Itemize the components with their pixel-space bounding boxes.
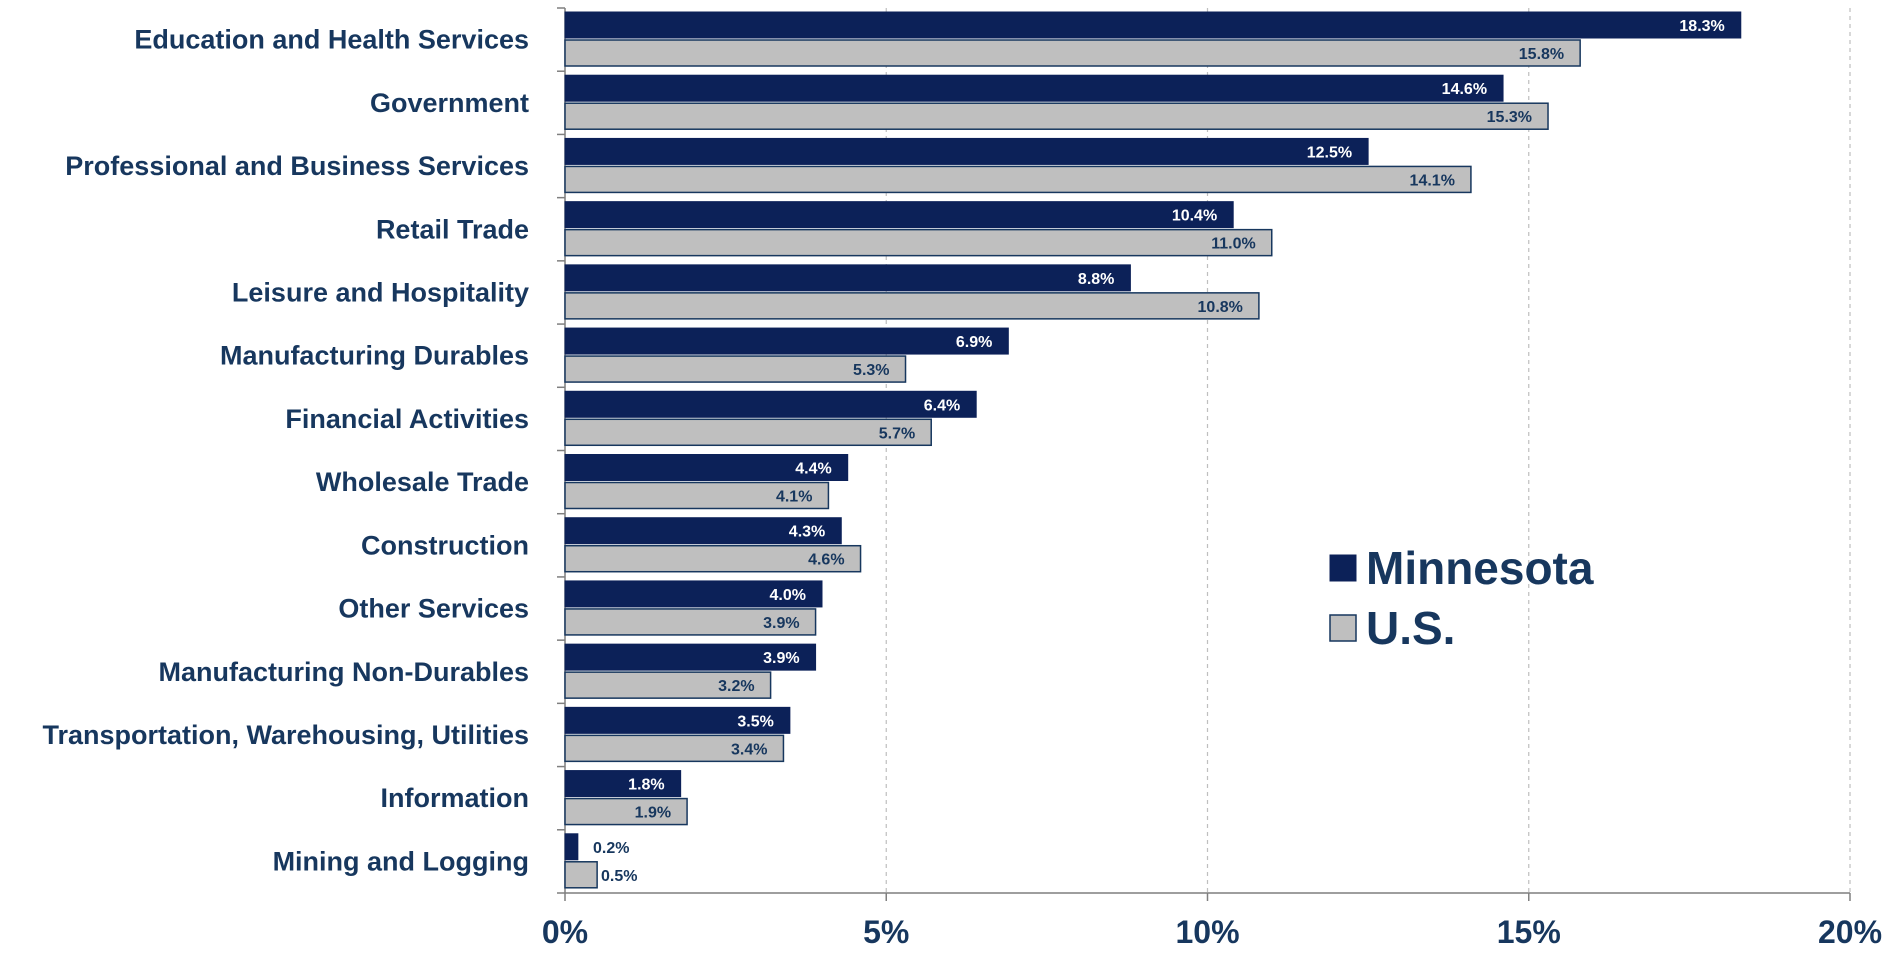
data-label-us: 3.2% xyxy=(718,678,754,695)
bar-minnesota xyxy=(564,833,579,861)
data-label-minnesota: 6.9% xyxy=(956,334,992,351)
bar-us xyxy=(564,797,688,826)
category-label: Retail Trade xyxy=(376,214,529,244)
data-label-minnesota: 6.4% xyxy=(924,397,960,414)
x-tick-label: 10% xyxy=(1175,914,1239,950)
bar-minnesota xyxy=(564,74,1504,102)
category-label: Transportation, Warehousing, Utilities xyxy=(42,720,529,750)
bar-us xyxy=(564,544,862,573)
bar-us xyxy=(564,608,817,636)
data-label-minnesota: 4.4% xyxy=(795,461,831,478)
bars xyxy=(564,11,1742,889)
data-label-minnesota: 10.4% xyxy=(1172,208,1217,225)
legend: Minnesota U.S. xyxy=(1329,542,1594,654)
data-label-us: 14.1% xyxy=(1410,172,1455,189)
category-label: Financial Activities xyxy=(285,404,529,434)
bar-us xyxy=(564,418,932,447)
category-label: Mining and Logging xyxy=(273,846,529,876)
data-label-minnesota: 1.8% xyxy=(628,777,664,794)
bar-minnesota xyxy=(564,11,1742,39)
bar-us xyxy=(564,165,1472,194)
bar-minnesota xyxy=(564,137,1369,165)
category-label: Professional and Business Services xyxy=(65,151,529,181)
data-label-us: 15.3% xyxy=(1487,109,1532,126)
bar-us xyxy=(564,102,1549,130)
bar-us xyxy=(564,481,830,510)
data-label-minnesota: 0.2% xyxy=(593,840,629,857)
data-label-us: 0.5% xyxy=(601,868,637,885)
data-label-minnesota: 14.6% xyxy=(1442,81,1487,98)
category-label: Construction xyxy=(361,530,529,560)
data-label-us: 5.3% xyxy=(853,362,889,379)
bar-minnesota xyxy=(564,264,1131,292)
x-tick-label: 0% xyxy=(542,914,588,950)
category-label: Leisure and Hospitality xyxy=(232,277,529,307)
legend-swatch-minnesota xyxy=(1329,554,1357,582)
data-label-minnesota: 12.5% xyxy=(1307,144,1352,161)
bar-minnesota xyxy=(564,201,1234,229)
bar-minnesota xyxy=(564,580,823,608)
data-label-us: 5.7% xyxy=(879,425,915,442)
data-label-us: 11.0% xyxy=(1211,236,1255,253)
category-label: Wholesale Trade xyxy=(316,467,529,497)
data-label-us: 4.6% xyxy=(808,552,844,569)
legend-label-minnesota: Minnesota xyxy=(1366,542,1594,594)
x-tick-label: 15% xyxy=(1497,914,1561,950)
data-label-us: 3.4% xyxy=(731,741,767,758)
bar-minnesota xyxy=(564,327,1009,355)
bar-us xyxy=(564,861,598,889)
category-label: Education and Health Services xyxy=(134,25,529,55)
data-label-us: 10.8% xyxy=(1198,299,1243,316)
category-label: Manufacturing Durables xyxy=(220,341,529,371)
bar-minnesota xyxy=(564,770,682,798)
legend-swatch-us xyxy=(1329,614,1357,642)
bar-minnesota xyxy=(564,454,849,481)
data-label-minnesota: 8.8% xyxy=(1078,271,1114,288)
data-label-minnesota: 4.3% xyxy=(789,524,825,541)
bar-minnesota xyxy=(564,390,977,418)
data-label-minnesota: 18.3% xyxy=(1679,18,1724,35)
axes: 0% 5% 10% 15% 20% xyxy=(542,7,1882,950)
category-label: Information xyxy=(381,783,530,813)
bar-minnesota xyxy=(564,517,842,545)
bar-us xyxy=(564,39,1581,67)
data-label-us: 4.1% xyxy=(776,489,812,506)
category-label: Manufacturing Non-Durables xyxy=(158,657,529,687)
legend-label-us: U.S. xyxy=(1366,602,1455,654)
bar-minnesota xyxy=(564,643,817,671)
bar-us xyxy=(564,671,772,699)
labels: Education and Health Services 18.3% 15.8% G… xyxy=(42,18,1724,885)
bar-us xyxy=(564,228,1273,257)
data-label-us: 3.9% xyxy=(763,615,799,632)
bar-us xyxy=(564,734,785,763)
data-label-minnesota: 3.9% xyxy=(763,650,799,667)
bar-us xyxy=(564,292,1260,320)
bar-us xyxy=(564,355,907,383)
category-label: Other Services xyxy=(338,594,529,624)
data-label-minnesota: 3.5% xyxy=(737,713,773,730)
data-label-us: 15.8% xyxy=(1519,46,1564,63)
data-label-us: 1.9% xyxy=(635,805,671,822)
category-label: Government xyxy=(370,88,529,118)
bar-minnesota xyxy=(564,706,791,734)
data-label-minnesota: 4.0% xyxy=(770,587,806,604)
x-tick-label: 5% xyxy=(863,914,909,950)
x-tick-label: 20% xyxy=(1818,914,1882,950)
